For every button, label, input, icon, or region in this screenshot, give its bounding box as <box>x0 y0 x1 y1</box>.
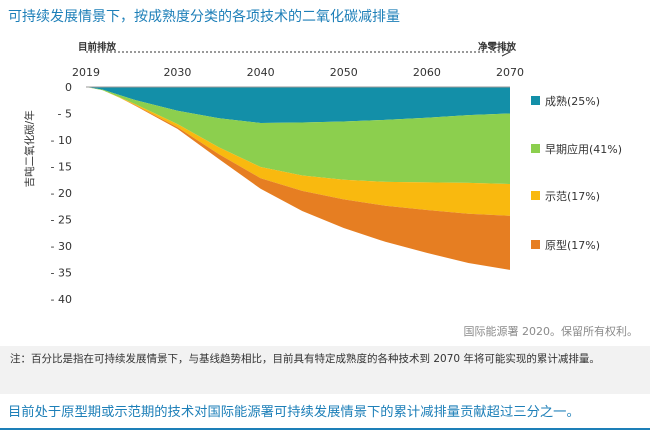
legend-label: 早期应用(41%) <box>545 142 622 156</box>
y-tick-label: 0 <box>65 81 72 94</box>
legend-label: 原型(17%) <box>545 238 600 252</box>
area-原型 <box>86 87 510 270</box>
x-tick-label: 2030 <box>163 66 191 79</box>
key-takeaway: 目前处于原型期或示范期的技术对国际能源署可持续发展情景下的累计减排量贡献超过三分… <box>8 405 580 420</box>
y-tick-label: - 15 <box>51 161 72 174</box>
footnote-text: 注：百分比是指在可持续发展情景下，与基线趋势相比，目前具有特定成熟度的各种技术到… <box>10 353 600 365</box>
legend-swatch <box>531 240 540 249</box>
x-tick-label: 2060 <box>413 66 441 79</box>
legend-label: 示范(17%) <box>545 189 600 203</box>
y-tick-label: - 35 <box>51 267 72 280</box>
chart-area: 0 - 5 - 10 - 15 - 20 - 25 - 30 - 35 - 40 吉吨二氧化碳/年… <box>23 41 622 306</box>
chart-title: 可持续发展情景下，按成熟度分类的各项技术的二氧化碳减排量 <box>8 9 400 25</box>
x-tick-label: 2019 <box>72 66 100 79</box>
plot-layer <box>86 87 510 270</box>
arrow-head-icon <box>501 47 512 57</box>
axes-layer: 0 - 5 - 10 - 15 - 20 - 25 - 30 - 35 - 40 吉吨二氧化碳/年… <box>23 41 524 306</box>
legend-swatch <box>531 144 540 153</box>
y-axis-label: 吉吨二氧化碳/年 <box>23 110 36 187</box>
y-tick-label: - 10 <box>51 134 72 147</box>
area-成熟 <box>86 87 510 123</box>
end-label: 净零排放 <box>478 41 517 53</box>
area-示范 <box>86 87 510 216</box>
legend: 成熟(25%) 早期应用(41%) 示范(17%) 原型(17%) <box>531 94 622 252</box>
x-tick-label: 2050 <box>330 66 358 79</box>
y-tick-label: - 25 <box>51 214 72 227</box>
y-tick-label: - 30 <box>51 240 72 253</box>
bottom-rule <box>0 428 650 430</box>
start-label: 目前排放 <box>78 41 117 53</box>
area-早期应用 <box>86 87 510 184</box>
x-tick-label: 2070 <box>496 66 524 79</box>
y-tick-label: - 20 <box>51 187 72 200</box>
y-tick-label: - 40 <box>51 293 72 306</box>
footnote-box: 注：百分比是指在可持续发展情景下，与基线趋势相比，目前具有特定成熟度的各种技术到… <box>0 346 650 394</box>
x-tick-label: 2040 <box>247 66 275 79</box>
legend-swatch <box>531 96 540 105</box>
copyright-text: 国际能源署 2020。保留所有权利。 <box>463 325 639 338</box>
legend-label: 成熟(25%) <box>545 94 600 108</box>
y-tick-label: - 5 <box>58 108 72 121</box>
legend-swatch <box>531 191 540 200</box>
